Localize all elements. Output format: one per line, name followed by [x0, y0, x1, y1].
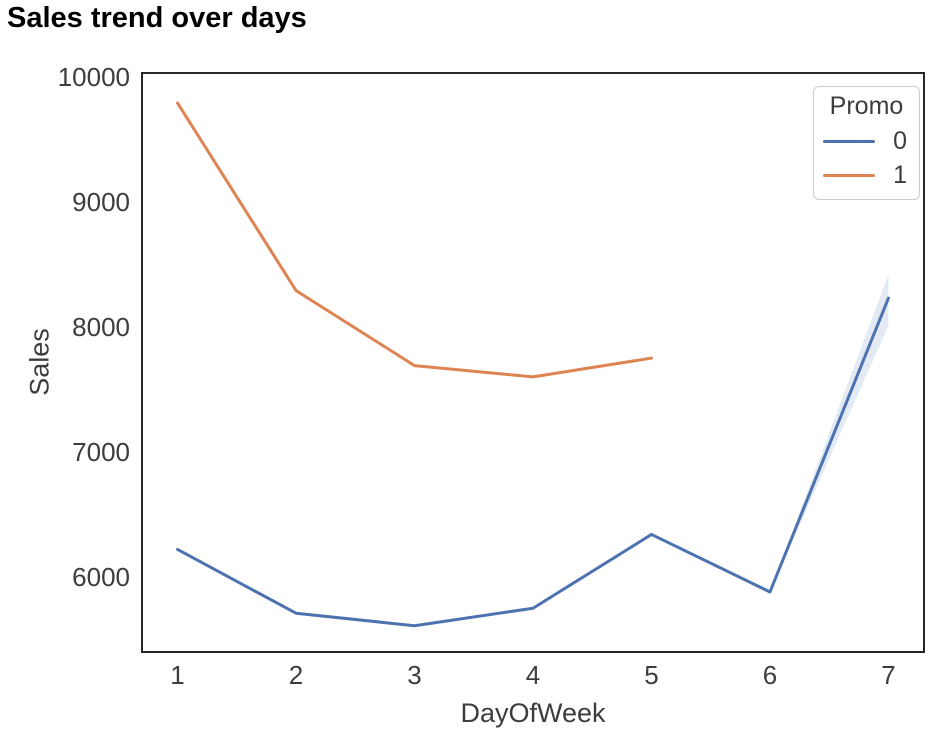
y-tick-label: 6000	[72, 561, 130, 592]
legend-line-swatch	[823, 173, 875, 177]
plot-border	[141, 72, 925, 653]
chart-title: Sales trend over days	[7, 2, 307, 34]
y-tick-label: 8000	[72, 311, 130, 342]
legend-line-swatch	[823, 139, 875, 143]
legend-title: Promo	[829, 92, 904, 120]
y-tick-label: 10000	[57, 61, 130, 92]
y-tick-label: 7000	[72, 436, 130, 467]
y-tick-label: 9000	[72, 186, 130, 217]
confidence-band	[769, 274, 889, 592]
x-tick-label: 5	[644, 660, 659, 690]
x-tick-label: 7	[881, 660, 896, 690]
x-axis-label: DayOfWeek	[460, 698, 606, 728]
legend-label: 1	[893, 160, 907, 189]
x-tick-label: 6	[762, 660, 778, 690]
legend-row-promo-0: 0	[814, 124, 919, 158]
y-axis-label: Sales	[24, 328, 55, 396]
x-tick-label: 2	[288, 660, 304, 690]
x-tick-label: 3	[407, 660, 422, 690]
x-tick-label: 1	[170, 660, 185, 690]
x-tick-label: 4	[525, 660, 541, 690]
series-line-promo-1	[176, 101, 653, 379]
legend-row-promo-1: 1	[814, 158, 919, 192]
legend-label: 0	[893, 126, 907, 155]
series-line-promo-0	[176, 296, 890, 628]
